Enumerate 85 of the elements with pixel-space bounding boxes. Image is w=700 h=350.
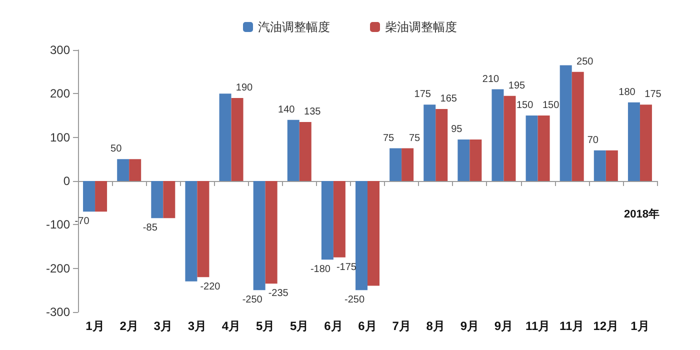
bar — [253, 181, 266, 290]
data-label: 75 — [382, 132, 395, 144]
x-tick-label: 2月 — [120, 319, 138, 333]
bar — [333, 181, 346, 258]
data-label: 70 — [587, 134, 599, 146]
bar — [504, 96, 516, 181]
data-label: 95 — [451, 124, 463, 136]
x-tick-label: 9月 — [494, 319, 514, 333]
data-label: 135 — [304, 106, 322, 118]
bar — [231, 98, 244, 181]
data-label: 150 — [516, 100, 534, 111]
legend-label: 柴油调整幅度 — [385, 20, 457, 34]
data-label: -85 — [142, 222, 158, 234]
data-label: 180 — [618, 86, 636, 98]
x-tick-label: 6月 — [324, 319, 343, 333]
bar — [390, 148, 402, 181]
bar — [560, 65, 572, 181]
data-label: 75 — [408, 132, 421, 144]
y-tick-label: -200 — [46, 261, 70, 276]
bar — [287, 120, 300, 181]
legend-label: 汽油调整幅度 — [258, 20, 330, 34]
x-tick-label: 11月 — [525, 319, 550, 333]
bar — [458, 140, 470, 181]
x-tick-label: 12月 — [593, 319, 619, 333]
bar — [265, 181, 278, 284]
bar — [117, 159, 130, 181]
data-label: 190 — [236, 82, 254, 94]
data-label: -235 — [268, 288, 289, 300]
bar — [538, 116, 550, 181]
data-label: 175 — [414, 89, 432, 100]
y-tick-label: 0 — [63, 174, 70, 188]
bar — [368, 181, 380, 286]
y-tick-label: 100 — [50, 130, 70, 144]
x-tick-label: 6月 — [358, 319, 377, 333]
x-tick-label: 1月 — [630, 319, 650, 333]
data-label: 50 — [110, 144, 122, 155]
bar — [197, 181, 210, 278]
data-label: -180 — [310, 264, 331, 276]
bar — [185, 181, 198, 282]
bar — [628, 102, 640, 181]
bar — [219, 94, 232, 181]
bar — [356, 181, 368, 290]
data-label: -70 — [74, 216, 90, 228]
x-tick-label: 8月 — [426, 319, 445, 333]
bar — [606, 150, 618, 181]
bar — [151, 181, 164, 218]
bar — [163, 181, 176, 218]
bar — [321, 181, 334, 260]
bar — [594, 150, 606, 181]
bar — [299, 122, 312, 181]
data-label: 175 — [644, 89, 662, 100]
data-label: 195 — [508, 80, 526, 92]
data-label: -250 — [242, 294, 263, 306]
bar — [95, 181, 108, 212]
y-tick-label: 300 — [50, 43, 70, 57]
bar — [526, 116, 538, 181]
x-tick-label: 1月 — [86, 319, 104, 333]
x-tick-label: 3月 — [154, 319, 172, 333]
data-label: 140 — [278, 104, 296, 116]
data-label: -250 — [344, 294, 365, 306]
bar — [402, 148, 414, 181]
x-tick-label: 5月 — [256, 319, 275, 333]
data-label: 210 — [482, 74, 500, 85]
bar — [470, 140, 482, 181]
bar — [572, 72, 584, 181]
data-label: -220 — [200, 282, 221, 293]
y-tick-label: 200 — [50, 86, 70, 101]
y-tick-label: -300 — [46, 305, 70, 319]
x-tick-label: 11月 — [560, 319, 584, 333]
bar — [129, 159, 142, 181]
x-tick-label: 9月 — [460, 319, 480, 333]
data-label: 250 — [576, 56, 594, 68]
x-tick-label: 5月 — [290, 319, 309, 333]
x-tick-label: 3月 — [188, 319, 207, 333]
data-label: 165 — [440, 93, 458, 104]
annotation: 2018年 — [624, 208, 660, 220]
bar — [436, 108, 448, 181]
data-label: 150 — [542, 100, 560, 111]
x-tick-label: 4月 — [222, 319, 241, 333]
bar — [83, 181, 96, 212]
bar — [640, 104, 652, 181]
bar — [424, 104, 436, 181]
x-tick-label: 7月 — [392, 319, 411, 333]
bar — [492, 89, 504, 181]
y-tick-label: -100 — [46, 218, 70, 232]
